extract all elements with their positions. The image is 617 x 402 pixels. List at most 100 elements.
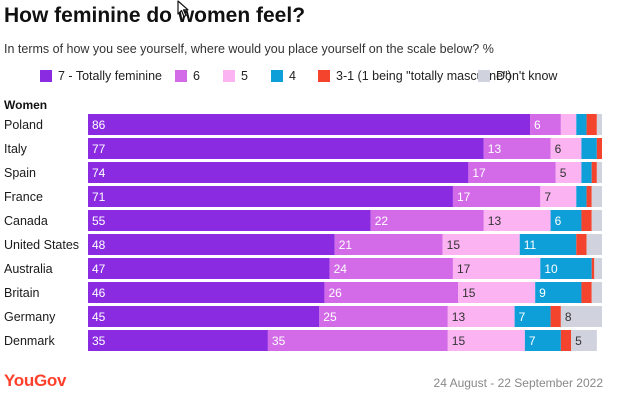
bar-value-label: 35 [92, 334, 106, 348]
bar-segment [571, 330, 597, 351]
bar-segment [540, 186, 577, 207]
legend-swatch [271, 70, 283, 82]
category-label: Denmark [4, 334, 55, 348]
bar-value-label: 55 [92, 214, 106, 228]
bar-value-label: 7 [529, 334, 536, 348]
bar-segment [535, 282, 582, 303]
bar-segment [581, 210, 592, 231]
bar-segment [576, 234, 587, 255]
bar-value-label: 71 [92, 190, 106, 204]
bar-value-label: 35 [272, 334, 286, 348]
bar-value-label: 48 [92, 238, 106, 252]
date-range: 24 August - 22 September 2022 [433, 376, 603, 390]
bar-value-label: 6 [555, 214, 562, 228]
bar-segment [591, 186, 602, 207]
bar-segment [555, 162, 582, 183]
category-label: Italy [4, 142, 28, 156]
bar-segment [596, 138, 602, 159]
bar-value-label: 45 [92, 310, 106, 324]
bar-segment [267, 330, 448, 351]
bar-segment [468, 162, 556, 183]
bar-segment [560, 114, 577, 135]
bar-segment [88, 210, 371, 231]
legend-item: 7 - Totally feminine [40, 69, 162, 83]
chart-title: How feminine do women feel? [4, 4, 306, 27]
group-label: Women [4, 98, 48, 112]
bar-segment [591, 162, 597, 183]
legend-item: Don't know [478, 69, 557, 83]
bar-value-label: 6 [555, 142, 562, 156]
bar-segment [324, 282, 459, 303]
legend-item: 5 [223, 69, 248, 83]
bar-value-label: 17 [457, 190, 471, 204]
bar-value-label: 17 [457, 262, 471, 276]
bar-segment [319, 306, 448, 327]
bar-segment [514, 306, 551, 327]
bar-segment [530, 114, 561, 135]
legend-swatch [175, 70, 187, 82]
bar-segment [596, 162, 602, 183]
bar-value-label: 47 [92, 262, 106, 276]
category-label: Britain [4, 286, 39, 300]
legend-label: 5 [241, 69, 248, 83]
category-label: Spain [4, 166, 36, 180]
bar-segment [88, 138, 484, 159]
bar-value-label: 77 [92, 142, 106, 156]
bar-value-label: 9 [539, 286, 546, 300]
bar-value-label: 15 [452, 334, 466, 348]
bar-segment [370, 210, 484, 231]
bar-segment [88, 234, 335, 255]
category-label: Poland [4, 118, 43, 132]
category-label: Germany [4, 310, 56, 324]
bar-segment [550, 138, 582, 159]
bar-segment [591, 282, 602, 303]
legend-swatch [318, 70, 330, 82]
bar-segment [540, 258, 592, 279]
bar-value-label: 10 [544, 262, 558, 276]
bar-segment [560, 330, 572, 351]
bar-segment [576, 186, 587, 207]
bar-value-label: 6 [534, 118, 541, 132]
bar-segment [519, 234, 577, 255]
legend-label: Don't know [496, 69, 558, 83]
legend-label: 7 - Totally feminine [58, 69, 162, 83]
bar-value-label: 11 [524, 238, 537, 252]
bar-value-label: 5 [560, 166, 567, 180]
bar-value-label: 86 [92, 118, 106, 132]
bar-value-label: 22 [375, 214, 389, 228]
legend-item: 6 [175, 69, 200, 83]
bar-value-label: 26 [328, 286, 342, 300]
bar-value-label: 5 [575, 334, 582, 348]
bar-segment [447, 306, 515, 327]
bar-segment [334, 234, 443, 255]
chart-subtitle: In terms of how you see yourself, where … [4, 42, 494, 56]
bar-segment [88, 186, 453, 207]
bar-segment [581, 138, 597, 159]
bar-segment [581, 282, 592, 303]
legend-label: 4 [289, 69, 296, 83]
legend-label: 6 [193, 69, 200, 83]
category-label: Australia [4, 262, 53, 276]
bar-segment [329, 258, 453, 279]
bar-segment [586, 114, 597, 135]
bar-value-label: 15 [447, 238, 461, 252]
bar-value-label: 21 [339, 238, 353, 252]
bar-segment [591, 210, 602, 231]
bar-segment [586, 186, 592, 207]
bar-segment [88, 306, 320, 327]
legend-item: 4 [271, 69, 296, 83]
bar-segment [594, 258, 602, 279]
bar-segment [560, 306, 602, 327]
bar-segment [586, 234, 602, 255]
category-label: Canada [4, 214, 48, 228]
bar-segment [550, 210, 582, 231]
bar-segment [550, 306, 561, 327]
bar-value-label: 8 [565, 310, 572, 324]
bar-value-label: 17 [472, 166, 486, 180]
bar-segment [452, 258, 541, 279]
bar-segment [88, 114, 531, 135]
legend-swatch [40, 70, 52, 82]
bar-value-label: 13 [452, 310, 466, 324]
bar-segment [88, 258, 330, 279]
